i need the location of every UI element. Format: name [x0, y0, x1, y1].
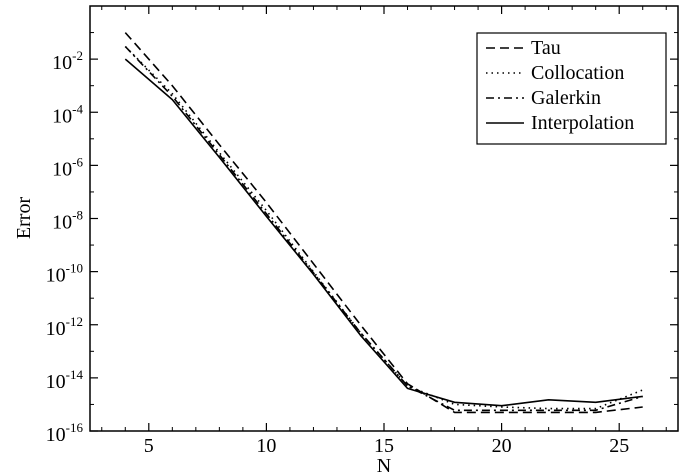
legend-box [476, 32, 667, 145]
y-axis: 10-2 10-4 10-6 10-8 10-10 10-12 10-14 10-16 [46, 32, 678, 446]
x-tick-label: 20 [492, 435, 512, 457]
legend-label-galerkin: Galerkin [531, 87, 601, 109]
series-lines [124, 32, 643, 414]
y-tick-label: 10-2 [52, 48, 83, 74]
legend: Tau Collocation Galerkin Interpolation [476, 32, 667, 145]
y-tick-label: 10-16 [46, 420, 84, 446]
legend-label-tau: Tau [531, 37, 561, 59]
series-line-galerkin [124, 45, 643, 412]
x-tick-label: 10 [256, 435, 276, 457]
y-tick-label: 10-12 [46, 314, 83, 340]
x-tick-label: 25 [609, 435, 629, 457]
y-tick-label: 10-4 [52, 101, 83, 127]
x-tick-label: 15 [374, 435, 394, 457]
y-tick-label: 10-6 [52, 154, 83, 180]
series-line-interpolation [124, 58, 643, 407]
x-tick-label: 5 [144, 435, 154, 457]
series-line-collocation [124, 45, 643, 410]
y-tick-label: 10-10 [46, 261, 83, 287]
y-axis-label: Error [13, 197, 35, 240]
legend-label-collocation: Collocation [531, 62, 624, 84]
series-line-tau [124, 32, 643, 414]
y-tick-label: 10-14 [46, 367, 84, 393]
x-axis: 5 10 15 20 25 [101, 6, 667, 457]
x-axis-label: N [377, 455, 391, 474]
legend-label-interpolation: Interpolation [531, 112, 634, 134]
y-tick-label: 10-8 [52, 208, 83, 234]
